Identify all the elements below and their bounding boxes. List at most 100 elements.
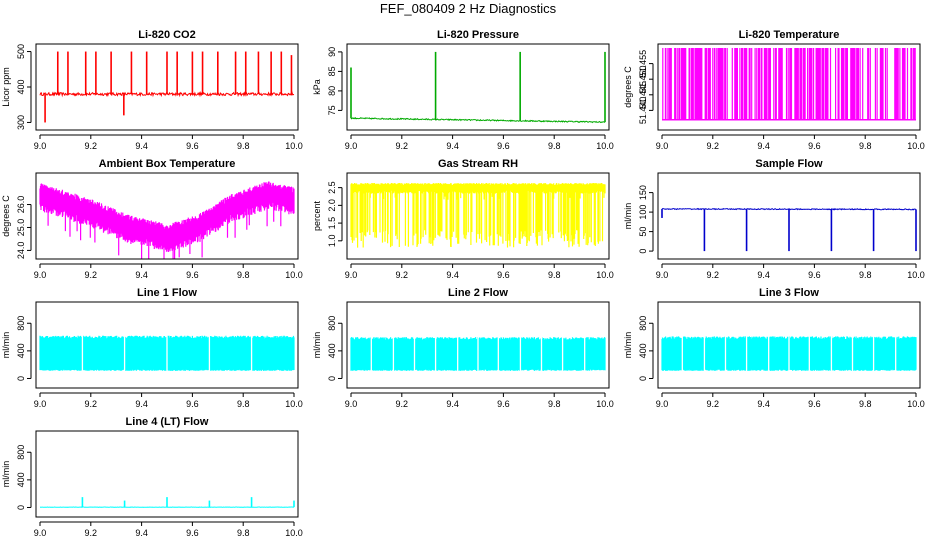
y-tick-label: 85: [327, 66, 337, 76]
x-tick-label: 9.2: [707, 141, 720, 151]
y-tick-label: 2.0: [327, 199, 337, 212]
y-tick-label: 1.0: [327, 235, 337, 248]
x-tick-label: 9.2: [707, 399, 720, 409]
y-axis-label: kPa: [312, 79, 322, 95]
plot-frame: [347, 44, 609, 130]
y-axis-label: ml/min: [623, 332, 633, 359]
y-axis-label: percent: [312, 200, 322, 231]
y-tick-label: 100: [638, 205, 648, 220]
x-tick-label: 10.0: [907, 141, 925, 151]
series-rh: [351, 183, 605, 248]
y-axis: 1.01.52.02.5: [327, 181, 342, 247]
y-tick-label: 150: [638, 185, 648, 200]
x-tick-label: 9.0: [656, 399, 669, 409]
series-co2: [40, 52, 294, 123]
x-tick-label: 9.6: [808, 141, 821, 151]
series-line4: [40, 497, 294, 507]
x-tick-label: 9.8: [237, 399, 250, 409]
series-bars: [663, 48, 915, 120]
x-tick-label: 10.0: [596, 270, 614, 280]
x-tick-label: 9.6: [186, 528, 199, 538]
y-axis-label: ml/min: [623, 203, 633, 230]
y-axis-label: ml/min: [1, 332, 11, 359]
y-axis-label: ml/min: [1, 461, 11, 488]
x-tick-label: 9.6: [497, 141, 510, 151]
x-tick-label: 10.0: [285, 528, 303, 538]
y-tick-label: 90: [327, 47, 337, 57]
x-tick-label: 9.8: [859, 270, 872, 280]
x-tick-label: 9.4: [135, 399, 148, 409]
y-axis-label: ml/min: [312, 332, 322, 359]
y-axis: 75 80 85 90: [327, 47, 342, 116]
y-tick-label: 0: [638, 376, 648, 381]
x-tick-label: 9.0: [345, 270, 358, 280]
x-tick-label: 9.2: [707, 270, 720, 280]
x-tick-label: 9.0: [34, 141, 47, 151]
x-tick-label: 9.8: [548, 141, 561, 151]
y-tick-label: 400: [16, 79, 26, 94]
chart-title: Gas Stream RH: [438, 158, 518, 170]
y-tick-label: 75: [327, 105, 337, 115]
series-band: [351, 183, 605, 248]
y-tick-label: 0: [16, 505, 26, 510]
y-tick-label: 1.5: [327, 217, 337, 230]
x-tick-label: 9.4: [757, 399, 770, 409]
x-tick-label: 9.0: [345, 141, 358, 151]
y-tick-label: 80: [327, 86, 337, 96]
series-line3: [662, 334, 916, 373]
x-tick-label: 9.4: [757, 270, 770, 280]
series-licortemp: [662, 48, 916, 120]
chart-title: Ambient Box Temperature: [99, 158, 236, 170]
x-tick-label: 9.8: [237, 528, 250, 538]
chart-title: Line 4 (LT) Flow: [126, 416, 209, 428]
y-tick-label: 800: [16, 445, 26, 460]
y-axis: 24.025.026.0: [16, 196, 31, 259]
x-tick-label: 9.6: [497, 399, 510, 409]
x-tick-label: 9.4: [757, 141, 770, 151]
y-tick-label: 300: [16, 115, 26, 130]
y-tick-label: 400: [16, 343, 26, 358]
y-tick-label: 0: [638, 249, 648, 254]
series-pressure: [351, 52, 605, 123]
x-tick-label: 9.6: [186, 141, 199, 151]
y-tick-label: 26.0: [16, 196, 26, 214]
page-title: FEF_080409 2 Hz Diagnostics: [0, 1, 936, 16]
x-tick-label: 9.2: [85, 399, 98, 409]
chart-title: Line 1 Flow: [137, 287, 197, 299]
x-tick-label: 9.4: [446, 141, 459, 151]
x-tick-label: 9.8: [859, 399, 872, 409]
x-tick-label: 10.0: [596, 141, 614, 151]
x-tick-label: 10.0: [285, 399, 303, 409]
x-tick-label: 9.2: [396, 399, 409, 409]
x-tick-label: 9.6: [497, 270, 510, 280]
y-tick-label: 800: [327, 316, 337, 331]
y-tick-label: 400: [638, 343, 648, 358]
y-tick-label: 0: [327, 376, 337, 381]
x-tick-label: 9.0: [34, 270, 47, 280]
x-tick-label: 9.2: [85, 528, 98, 538]
x-tick-label: 9.4: [446, 399, 459, 409]
x-tick-label: 9.2: [396, 270, 409, 280]
chart-title: Li-820 CO2: [138, 29, 195, 41]
chart-title: Line 2 Flow: [448, 287, 508, 299]
x-tick-label: 9.2: [85, 141, 98, 151]
y-axis-label: Licor ppm: [1, 67, 11, 107]
x-tick-label: 9.6: [808, 399, 821, 409]
x-tick-label: 9.8: [859, 141, 872, 151]
